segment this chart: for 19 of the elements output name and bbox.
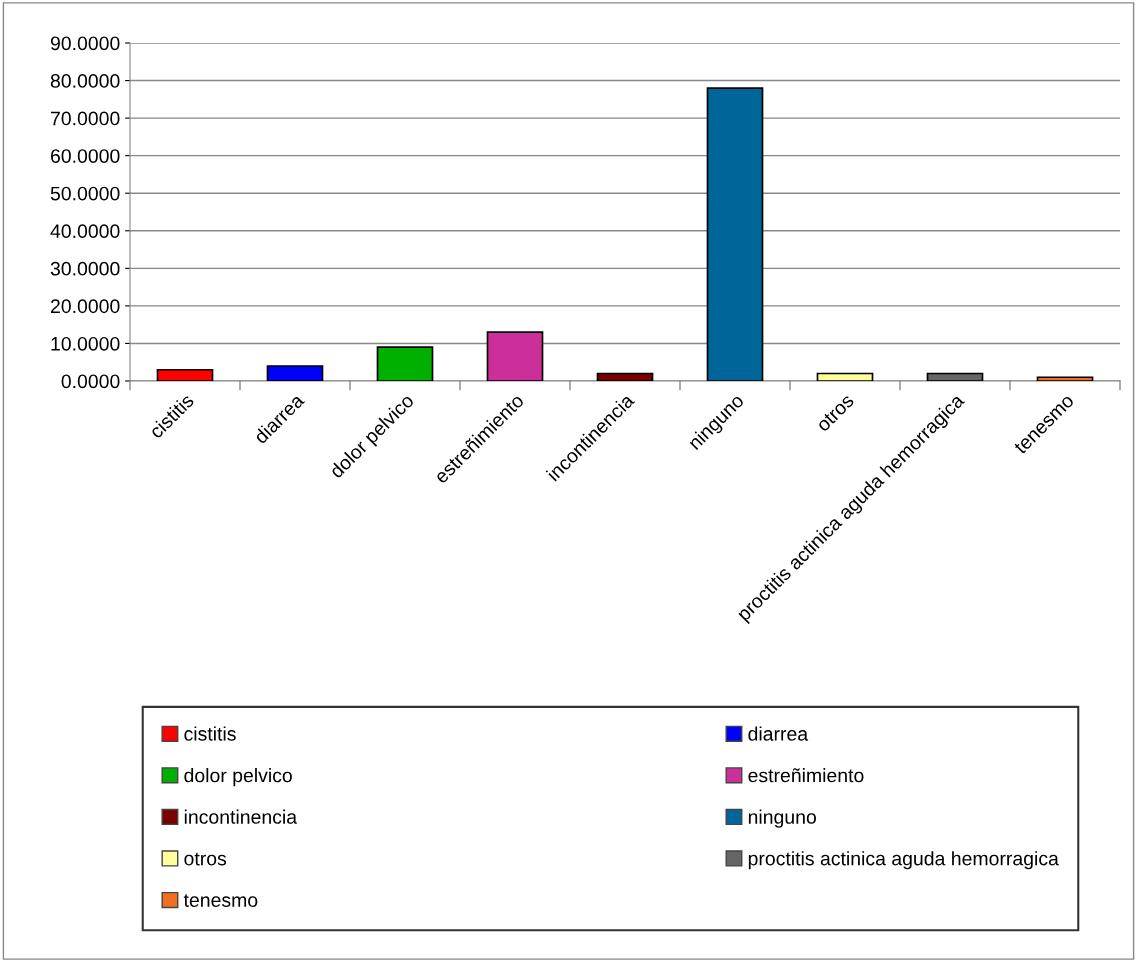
legend-label: diarrea	[748, 726, 809, 741]
legend-label: estreñimiento	[748, 768, 864, 783]
legend-label: incontinencia	[184, 809, 298, 824]
y-tick-label: 20.0000	[50, 299, 120, 314]
y-tick-label: 0.0000	[61, 374, 120, 389]
y-tick-label: 60.0000	[50, 149, 120, 163]
y-tick-label: 70.0000	[50, 111, 120, 126]
y-tick-label: 10.0000	[51, 336, 120, 351]
y-tick-label: 80.0000	[50, 74, 120, 88]
legend-label: ninguno	[748, 809, 816, 828]
legend-label: dolor pelvico	[184, 768, 292, 787]
y-tick-label: 40.0000	[50, 224, 120, 239]
legend-label: tenesmo	[183, 894, 258, 907]
y-tick-label: 90.0000	[50, 36, 120, 51]
legend-label: otros	[184, 852, 227, 866]
y-tick-label: 30.0000	[50, 261, 120, 276]
y-tick-label: 50.0000	[50, 186, 120, 201]
legend-label: proctitis actinica aguda hemorragica	[748, 851, 1059, 870]
legend-label: cistitis	[184, 726, 236, 741]
